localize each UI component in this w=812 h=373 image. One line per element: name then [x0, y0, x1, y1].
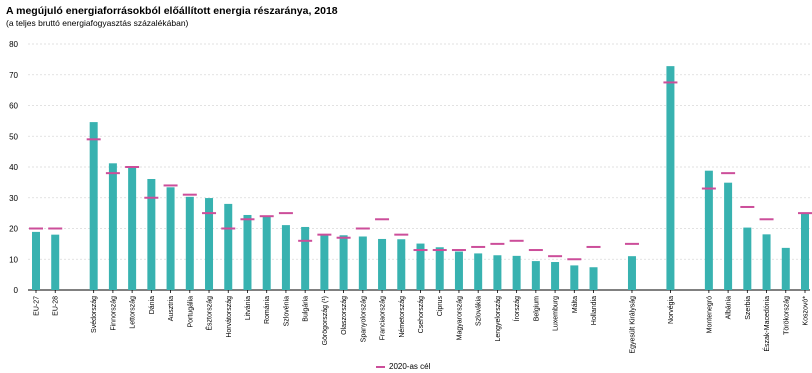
x-tick-label: Magyarország	[456, 296, 463, 340]
x-tick-label: Franciaország	[380, 296, 387, 340]
bar	[512, 255, 521, 290]
x-tick-label: EU-28	[53, 296, 60, 316]
bar	[243, 214, 252, 290]
x-tick-label: Svédország	[91, 296, 98, 333]
bar	[666, 66, 675, 290]
x-tick-label: EU-27	[34, 296, 41, 316]
x-tick-label: Bulgária	[303, 296, 310, 322]
x-tick-label: Koszovó*	[803, 296, 810, 326]
bar	[262, 216, 271, 290]
bar	[378, 238, 387, 290]
bar	[320, 234, 329, 290]
x-tick-label: Norvégia	[668, 296, 675, 324]
y-tick-label: 60	[9, 102, 18, 111]
x-tick-label: Montenegró	[706, 296, 713, 333]
bar	[339, 235, 348, 290]
x-tick-label: Ciprus	[437, 296, 444, 317]
x-tick-label: Észtország	[205, 296, 214, 331]
x-tick-label: Egyesült Királyság	[629, 296, 636, 354]
y-tick-label: 70	[9, 71, 18, 80]
y-tick-label: 20	[9, 225, 18, 234]
x-tick-label: Szlovákia	[476, 296, 483, 326]
bar	[704, 170, 713, 290]
bar	[205, 198, 214, 290]
x-tick-label: Spanyolország	[360, 296, 367, 342]
x-tick-label: Lengyelország	[495, 296, 502, 342]
x-tick-label: Románia	[264, 296, 271, 324]
x-tick-label: Csehország	[418, 296, 425, 333]
x-tick-label: Portugália	[187, 296, 194, 328]
bar	[435, 247, 444, 290]
bar	[801, 213, 809, 290]
bar	[724, 182, 733, 290]
legend: 2020-as cél	[376, 362, 430, 371]
bar	[762, 234, 771, 290]
x-tick-label: Finnország	[110, 296, 117, 331]
bar	[89, 122, 98, 290]
bar	[32, 231, 40, 290]
y-tick-label: 10	[9, 255, 18, 264]
bar	[166, 187, 175, 290]
legend-target-label: 2020-as cél	[389, 362, 431, 371]
bar	[281, 225, 290, 290]
x-tick-label: Olaszország	[341, 296, 348, 335]
bar	[224, 203, 233, 290]
x-tick-label: Ausztria	[168, 296, 175, 321]
x-tick-label: Németország	[399, 296, 406, 338]
bar	[570, 265, 579, 290]
x-tick-label: Írország	[512, 296, 521, 321]
bar	[108, 163, 117, 290]
chart-subtitle: (a teljes bruttó energiafogyasztás száza…	[6, 18, 189, 28]
bar	[128, 166, 137, 290]
bar	[474, 253, 483, 290]
bar	[531, 261, 540, 290]
y-tick-label: 0	[14, 286, 19, 295]
y-tick-label: 80	[9, 40, 18, 49]
bar	[781, 247, 790, 290]
x-tick-label: Szerbia	[745, 296, 752, 320]
x-tick-label: Belgium	[533, 296, 540, 321]
x-tick-label: Málta	[572, 296, 579, 313]
bar	[397, 239, 406, 290]
bar	[358, 236, 367, 290]
x-tick-label: Görögország (¹)	[322, 296, 329, 345]
bar	[551, 262, 560, 290]
x-tick-label: Hollandia	[591, 296, 598, 325]
legend-target-swatch	[376, 365, 385, 368]
bar	[416, 243, 425, 290]
bar	[51, 234, 60, 290]
x-tick-label: Szlovénia	[283, 296, 290, 326]
chart-title: A megújuló energiaforrásokból előállítot…	[6, 5, 338, 17]
x-tick-label: Litvánia	[245, 296, 252, 320]
bar	[454, 251, 463, 290]
bar	[627, 256, 636, 290]
x-tick-label: Törökország	[783, 296, 790, 335]
x-tick-label: Dánia	[149, 296, 156, 314]
x-tick-label: Albánia	[726, 296, 733, 319]
bar	[743, 227, 752, 290]
y-tick-label: 50	[9, 132, 18, 141]
x-tick-label: Észak-Macedónia	[762, 296, 771, 352]
y-tick-label: 40	[9, 163, 18, 172]
x-tick-label: Lettország	[130, 296, 137, 329]
bar	[493, 255, 502, 290]
bar	[301, 226, 310, 290]
y-tick-label: 30	[9, 194, 18, 203]
x-tick-label: Luxemburg	[553, 296, 560, 331]
bar	[147, 178, 156, 290]
bar	[589, 267, 598, 290]
x-tick-label: Horvátország	[226, 296, 233, 338]
bar	[185, 196, 194, 290]
